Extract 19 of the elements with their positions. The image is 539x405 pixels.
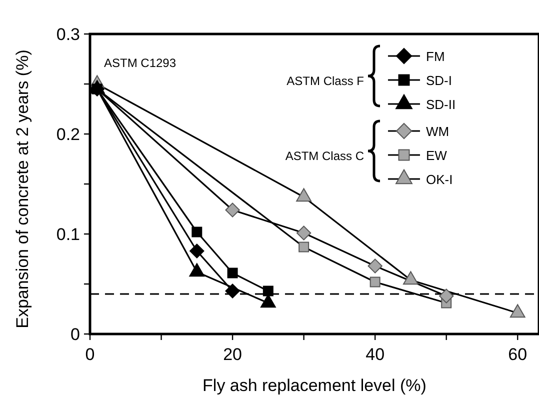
- annotation: ASTM Class F: [286, 74, 364, 88]
- y-axis-title: Expansion of concrete at 2 years (%): [13, 50, 32, 328]
- annotation: ASTM Class C: [285, 149, 364, 163]
- x-axis-title: Fly ash replacement level (%): [202, 376, 426, 395]
- y-tick-label: 0: [70, 325, 80, 344]
- x-tick-label: 40: [366, 345, 385, 364]
- legend-label: EW: [426, 148, 448, 163]
- x-tick-label: 60: [508, 345, 528, 364]
- legend-label: SD-I: [426, 73, 452, 88]
- legend-label: SD-II: [426, 97, 456, 112]
- y-tick-label: 0.2: [56, 125, 80, 144]
- annotation: ASTM C1293: [104, 56, 176, 70]
- x-tick-label: 0: [85, 345, 95, 364]
- legend-label: OK-I: [426, 172, 453, 187]
- x-tick-label: 20: [223, 345, 242, 364]
- y-tick-label: 0.3: [56, 25, 80, 44]
- y-tick-label: 0.1: [56, 225, 80, 244]
- legend-label: FM: [426, 49, 445, 64]
- legend-label: WM: [426, 124, 450, 139]
